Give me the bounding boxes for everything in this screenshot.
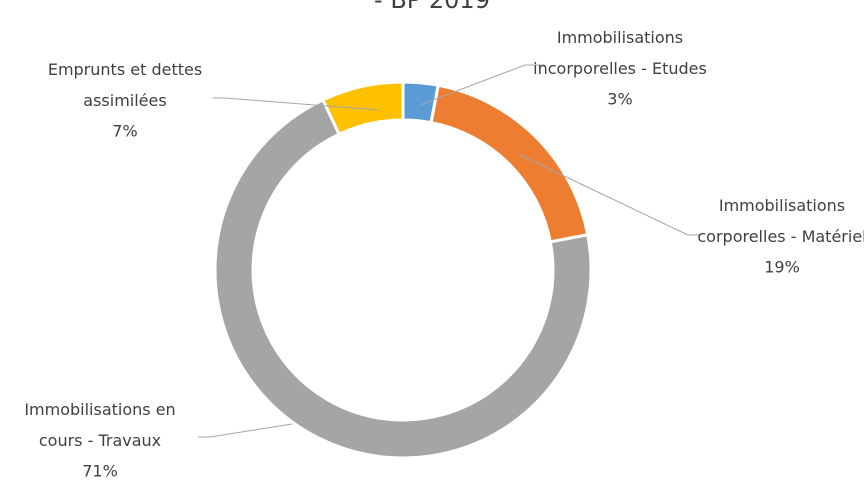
leader-line: [519, 154, 700, 236]
slice-label: Immobilisations corporelles - Matériel: [697, 196, 864, 246]
leader-line: [198, 423, 293, 438]
slice-value-label: 19%: [764, 257, 800, 277]
donut-slice: [213, 97, 593, 460]
slice-value-label: 3%: [607, 89, 633, 109]
slice-label: Immobilisations incorporelles - Etudes: [533, 28, 707, 78]
slice-label: Immobilisations en cours - Travaux: [24, 400, 176, 450]
leader-line: [213, 97, 379, 111]
slice-label: Emprunts et dettes assimilées: [47, 60, 203, 110]
leader-line: [419, 64, 545, 106]
slice-value-label: 7%: [112, 121, 138, 141]
donut-slice: [320, 80, 405, 137]
slice-value-label: 71%: [82, 461, 118, 481]
chart-title: - BP 2019: [374, 0, 490, 14]
